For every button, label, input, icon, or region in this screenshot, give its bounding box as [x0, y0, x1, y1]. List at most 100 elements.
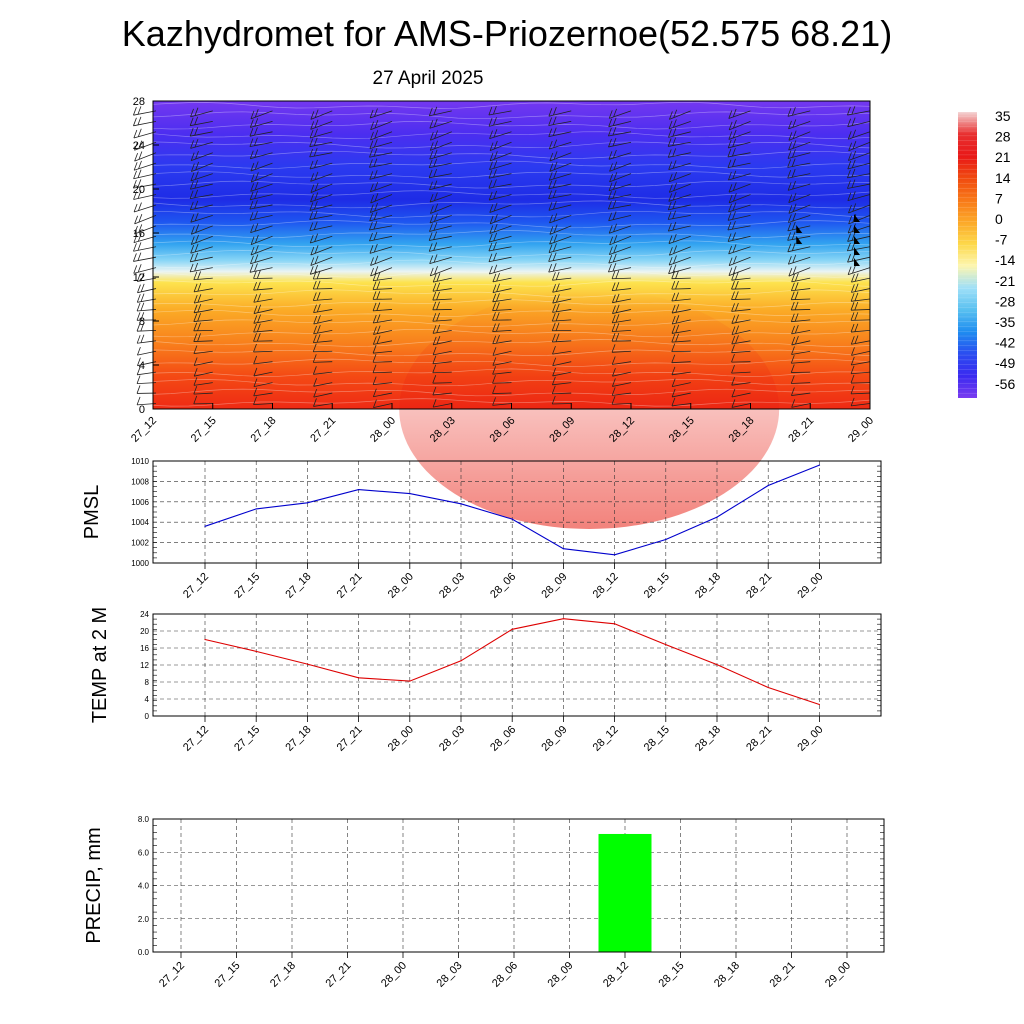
wind-barb [668, 131, 691, 138]
colorbar-label: 14 [995, 170, 1011, 186]
wind-barb-feather [433, 231, 438, 240]
wind-barb-feather [314, 182, 319, 192]
wind-barb-feather [373, 158, 378, 167]
wind-barb-feather [432, 336, 437, 346]
wind-barb [608, 120, 632, 128]
wind-barb-feather [434, 130, 438, 139]
wind-barb [488, 110, 512, 116]
wind-barb-feather [369, 109, 374, 119]
wind-barb-feather [195, 234, 199, 243]
wind-barb-feather [373, 399, 377, 408]
wind-barb-feather [140, 334, 145, 343]
wind-barb-feather [137, 233, 142, 242]
wind-barb [489, 152, 512, 162]
wind-barb [373, 319, 393, 324]
y-tick-label: 12 [140, 661, 149, 670]
wind-barb [847, 162, 871, 170]
wind-barb [370, 256, 393, 266]
wind-barb-feather [549, 152, 554, 162]
wind-barb-feather [671, 378, 676, 387]
colorbar-label: -35 [995, 314, 1015, 330]
wind-barb [372, 361, 393, 363]
wind-barb [492, 392, 512, 394]
wind-barb-feather [369, 221, 373, 231]
wind-barb-feather [309, 129, 314, 139]
wind-barb [250, 120, 273, 128]
wind-barb-feather [732, 211, 736, 220]
wind-barb-feather [611, 396, 616, 405]
wind-barb-feather [847, 266, 852, 275]
wind-barb-pennant [854, 214, 860, 222]
wind-barb-feather [369, 159, 373, 168]
wind-barb [669, 256, 691, 266]
wind-barb [731, 329, 751, 335]
wind-barb [373, 382, 393, 386]
wind-barb-feather [612, 126, 617, 136]
wind-barb [310, 194, 333, 203]
x-tick-label: 28_21 [768, 960, 798, 990]
wind-barb-feather [194, 243, 199, 253]
wind-barb-feather [728, 245, 733, 255]
wind-barb-feather [488, 118, 493, 127]
wind-barb-feather [608, 191, 612, 200]
wind-barb [731, 350, 751, 354]
y-tick-label: 28 [133, 96, 145, 108]
wind-barb-feather [552, 263, 557, 272]
wind-barb-feather [787, 108, 792, 117]
wind-barb-feather [671, 292, 676, 302]
wind-barb-feather [138, 202, 142, 211]
wind-barb-feather [790, 364, 795, 373]
wind-barb-feather [613, 108, 617, 118]
wind-barb-feather [189, 117, 194, 126]
wind-barb-feather [137, 116, 142, 126]
colorbar-ramp [958, 112, 977, 398]
wind-barb-feather [667, 138, 672, 147]
wind-barb-feather [608, 254, 613, 264]
wind-barb [194, 371, 213, 377]
wind-barb [549, 141, 572, 150]
wind-barb [848, 141, 871, 152]
wind-barb-feather [734, 291, 739, 300]
wind-barb-feather [555, 271, 560, 280]
wind-barb [492, 403, 512, 406]
panel-frame [152, 613, 882, 717]
wind-barb [373, 309, 393, 312]
wind-barb [847, 267, 871, 276]
x-tick-label: 28_00 [368, 415, 398, 445]
wind-barb [253, 329, 273, 333]
wind-barb-feather [433, 222, 438, 231]
wind-barb [429, 173, 452, 179]
wind-barb-feather [193, 395, 198, 405]
wind-barb-feather [847, 180, 851, 189]
wind-barb-feather [316, 334, 321, 343]
wind-barb-feather [433, 180, 438, 189]
wind-barb [731, 392, 751, 398]
wind-barb-feather [314, 159, 318, 168]
wind-barb-feather [732, 138, 737, 147]
wind-barb-feather [193, 295, 198, 304]
x-tick-label: 28_00 [386, 571, 416, 601]
wind-barb [370, 194, 393, 204]
wind-barb-feather [613, 223, 617, 232]
wind-barb [488, 256, 512, 263]
wind-barb-feather [312, 334, 317, 343]
wind-barb-feather [615, 314, 620, 323]
wind-barb-feather [429, 194, 434, 203]
wind-barb [310, 120, 333, 130]
wind-barb-feather [372, 291, 377, 300]
wind-barb [193, 382, 213, 386]
x-tick-label: 28_12 [591, 571, 621, 601]
wind-barb-feather [735, 302, 739, 312]
wind-barb-feather [675, 333, 679, 343]
wind-barb-feather [313, 137, 318, 146]
wind-barb [672, 309, 691, 314]
wind-barb [488, 173, 512, 179]
wind-barb [552, 277, 572, 281]
wind-barb [788, 204, 811, 214]
wind-barb-feather [612, 253, 617, 263]
chart-title: Kazhydromet for AMS-Priozernoe(52.575 68… [122, 13, 892, 54]
wind-barb-feather [372, 281, 377, 290]
wind-barb-feather [137, 284, 141, 293]
wind-barb-feather [788, 194, 793, 203]
